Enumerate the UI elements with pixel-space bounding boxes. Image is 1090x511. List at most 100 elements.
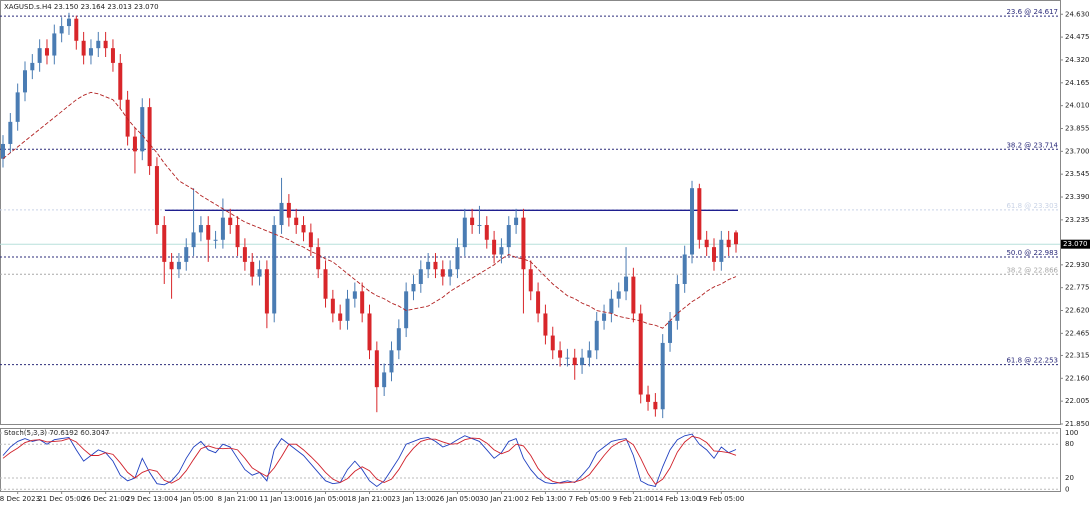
candle-body (448, 269, 453, 277)
candle-body (536, 291, 541, 314)
x-tick-label: 29 Dec 13:00 (126, 495, 173, 503)
candle-body (338, 313, 343, 321)
candle-body (1, 143, 5, 159)
candle-body (558, 350, 563, 358)
candle-body (220, 217, 225, 240)
candle-body (213, 239, 218, 241)
x-tick-label: 18 Dec 2023 (0, 495, 40, 503)
candle-body (433, 261, 438, 270)
y-tick-label: 23.390 (1065, 193, 1090, 201)
candle-body (140, 107, 145, 152)
x-tick-label: 7 Feb 05:00 (569, 495, 610, 503)
candle-body (602, 313, 607, 321)
candle-body (506, 225, 511, 248)
candle-body (726, 239, 731, 248)
fib-label: 23.6 @ 24.617 (1006, 8, 1058, 16)
candle-body (118, 62, 123, 100)
x-tick-label: 30 Jan 21:00 (479, 495, 523, 503)
candle-body (30, 62, 35, 71)
candle-body (440, 269, 445, 277)
candle-body (712, 247, 717, 262)
candle-body (15, 92, 20, 122)
candle-body (22, 70, 27, 93)
y-tick-label: 23.700 (1065, 147, 1090, 155)
candle-body (228, 217, 233, 226)
candle-body (550, 335, 555, 351)
candle-body (492, 239, 497, 255)
fib-label: 38.2 @ 22.866 (1006, 266, 1058, 274)
candle-body (367, 313, 372, 351)
candle-body (96, 40, 101, 49)
candle-body (455, 247, 460, 270)
y-tick-label: 24.630 (1065, 10, 1090, 18)
candle-body (682, 254, 687, 284)
candle-body (162, 225, 167, 262)
candle-body (147, 107, 152, 167)
candle-body (734, 232, 738, 245)
candle-body (477, 225, 482, 227)
candle-body (301, 225, 306, 233)
x-tick-label: 26 Dec 21:00 (82, 495, 129, 503)
x-tick-label: 4 Jan 05:00 (174, 495, 214, 503)
candle-body (88, 48, 93, 56)
candle-body (44, 48, 49, 56)
candle-body (499, 247, 504, 255)
y-tick-label: 23.545 (1065, 170, 1090, 178)
fib-label: 61.8 @ 23.303 (1006, 202, 1058, 210)
y-tick-label: 23.235 (1065, 216, 1090, 224)
candle-body (206, 225, 211, 240)
candle-body (308, 232, 313, 248)
candle-body (521, 217, 526, 270)
y-tick-label: 21.850 (1065, 420, 1090, 428)
candle-body (580, 357, 585, 366)
stoch-frame (0, 428, 1061, 492)
x-tick-label: 8 Jan 21:00 (218, 495, 258, 503)
candle-body (184, 247, 189, 262)
candle-body (323, 269, 328, 299)
candle-body (565, 357, 570, 359)
candle-body (418, 269, 423, 284)
candle-body (286, 202, 291, 218)
x-tick-label: 9 Feb 21:00 (613, 495, 654, 503)
candle-body (169, 261, 174, 270)
main-frame (0, 0, 1061, 425)
moving-average (2, 91, 737, 329)
candle-body (572, 357, 577, 366)
fib-label: 50.0 @ 22.983 (1006, 249, 1058, 257)
y-tick-label: 24.010 (1065, 102, 1090, 110)
candle-body (352, 291, 357, 299)
candle-body (462, 217, 467, 248)
candle-body (594, 320, 599, 351)
candle-body (690, 188, 695, 255)
candle-body (74, 18, 79, 41)
candle-body (704, 239, 709, 248)
candle-body (360, 291, 365, 314)
candle-body (638, 313, 643, 395)
x-tick-label: 23 Jan 13:00 (391, 495, 435, 503)
candle-body (411, 283, 416, 292)
y-tick-label: 22.315 (1065, 351, 1090, 359)
bid-box (1061, 239, 1090, 249)
candle-body (484, 225, 489, 240)
candle-body (132, 136, 137, 152)
candle-body (154, 166, 159, 226)
y-tick-label: 22.620 (1065, 307, 1090, 315)
candle-body (242, 247, 247, 262)
candle-body (279, 202, 284, 226)
chart-title: XAGUSD.s.H4 23.150 23.164 23.013 23.070 (4, 3, 159, 11)
candle-body (660, 342, 665, 410)
candle-body (389, 350, 394, 373)
y-tick-label: 23.855 (1065, 124, 1090, 132)
candle-body (316, 247, 321, 270)
candle-body (110, 48, 115, 63)
candle-body (624, 276, 629, 292)
y-tick-label: 22.775 (1065, 284, 1090, 292)
candle-body (697, 188, 702, 240)
candle-body (470, 217, 475, 226)
y-tick-label: 100 (1065, 429, 1078, 437)
y-tick-label: 80 (1065, 440, 1074, 448)
bid-label: 23.070 (1063, 240, 1088, 248)
candle-body (668, 320, 673, 343)
x-tick-label: 21 Dec 05:00 (38, 495, 85, 503)
